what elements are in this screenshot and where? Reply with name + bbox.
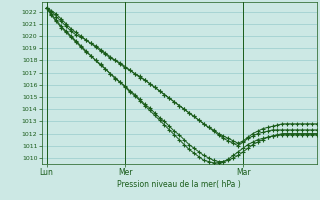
X-axis label: Pression niveau de la mer( hPa ): Pression niveau de la mer( hPa ) xyxy=(117,180,241,189)
